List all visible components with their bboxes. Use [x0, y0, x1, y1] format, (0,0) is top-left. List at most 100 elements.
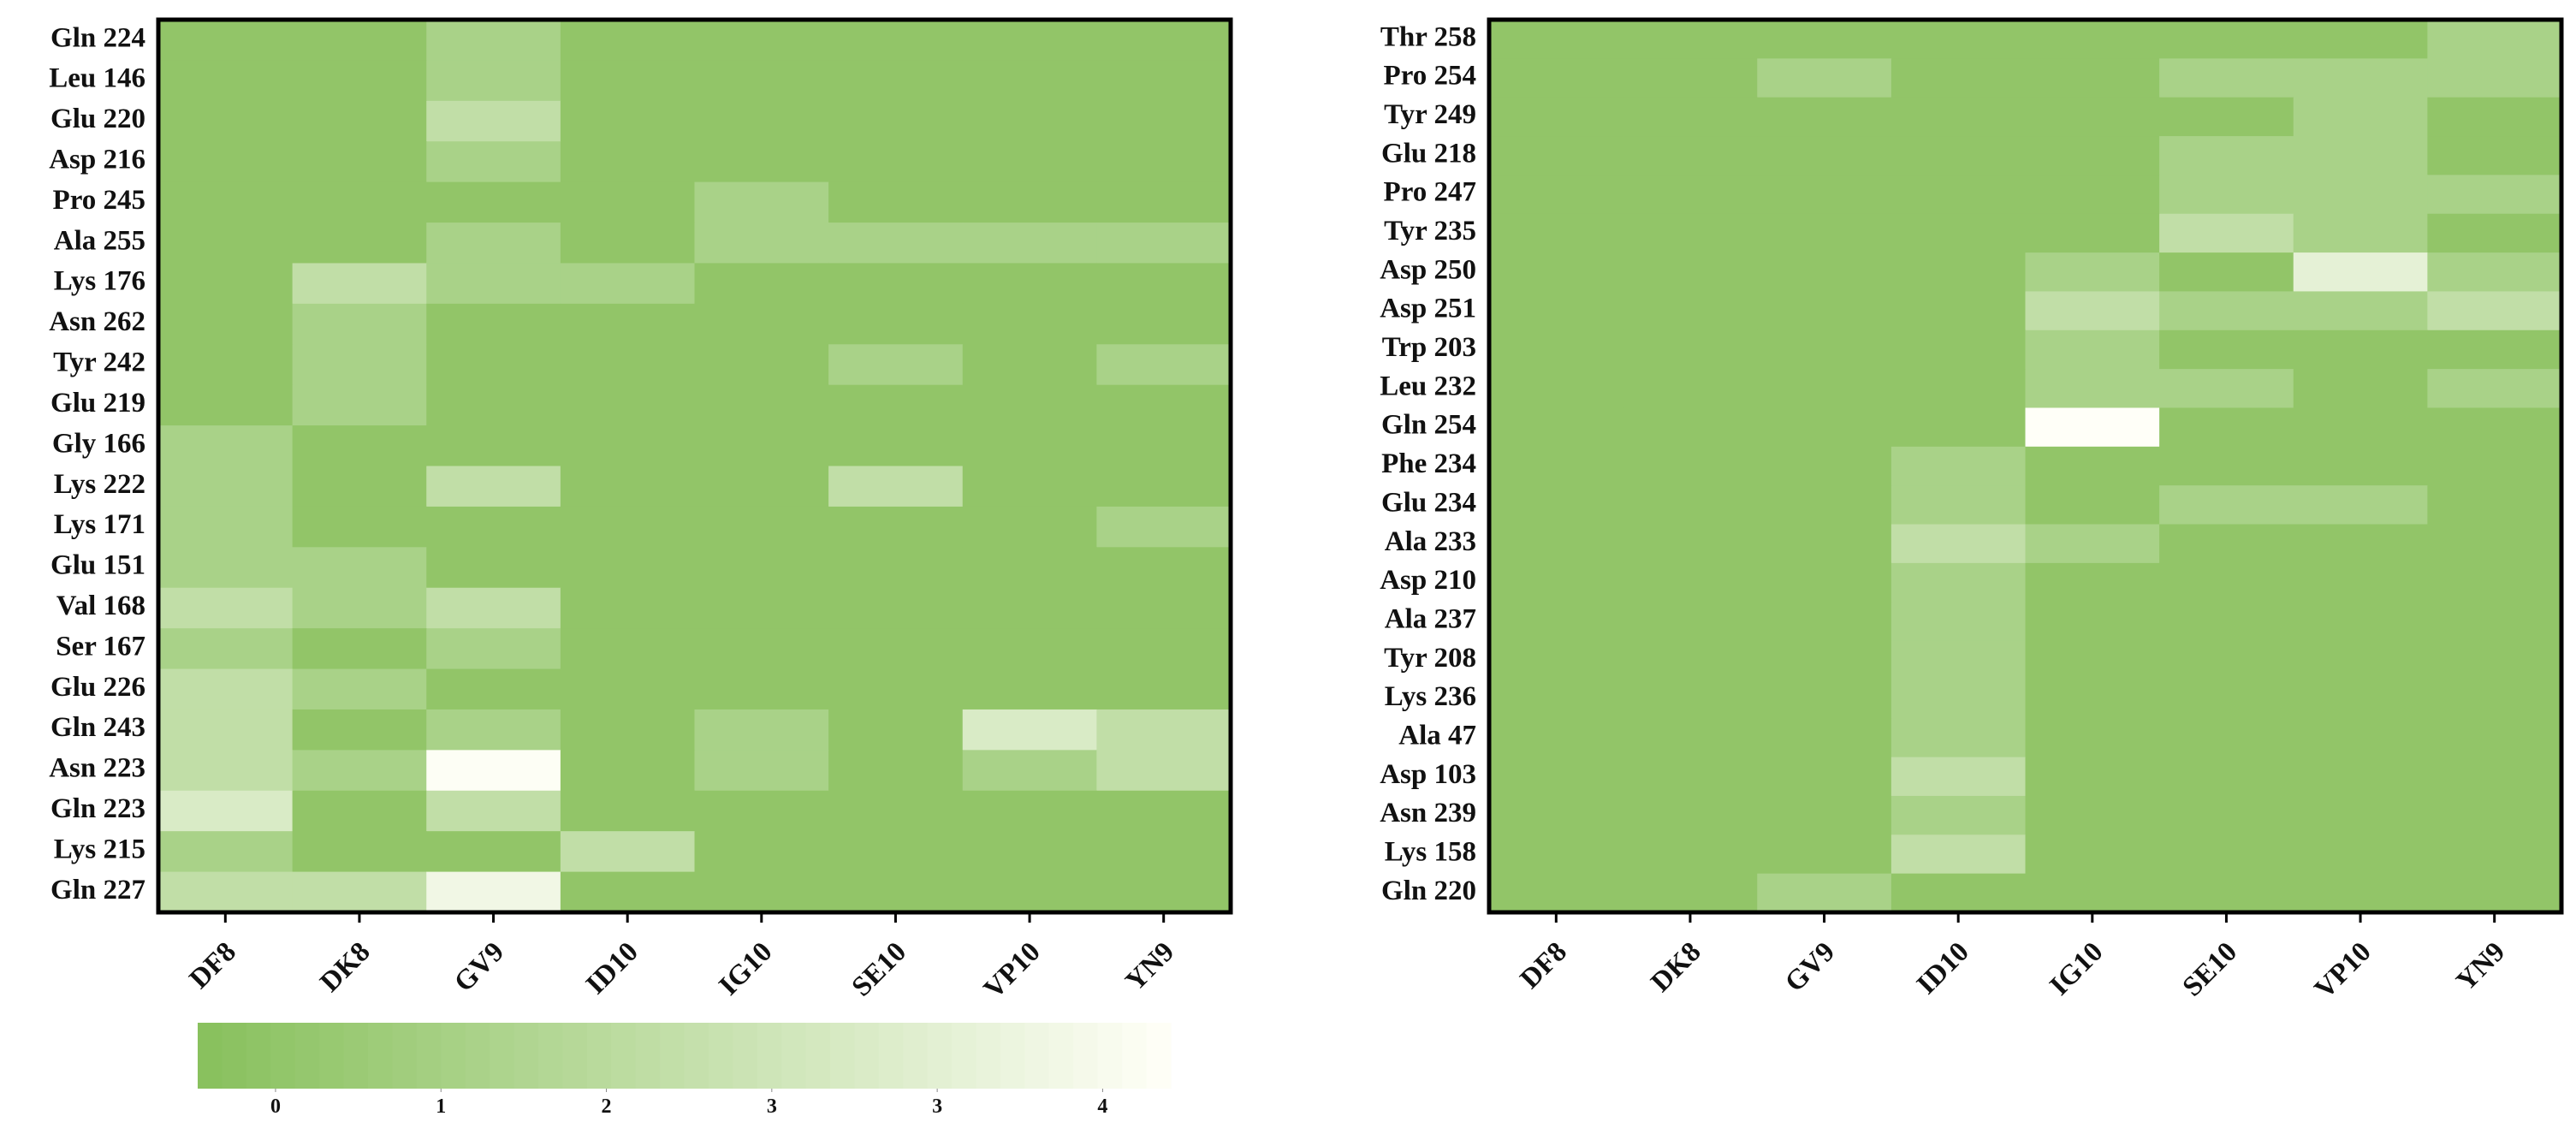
heat-cell	[828, 100, 964, 142]
heat-cell	[694, 263, 829, 305]
heat-cell	[1489, 524, 1624, 564]
heat-cell	[828, 466, 964, 508]
heat-cell	[1757, 602, 1892, 642]
heat-cell	[1623, 562, 1758, 603]
heat-cell	[1096, 790, 1232, 832]
heat-cell	[694, 425, 829, 467]
heat-cell	[292, 20, 427, 62]
row-label: Tyr 208	[1384, 643, 1476, 674]
heat-cell	[2159, 175, 2294, 215]
heat-cell	[1890, 252, 2027, 293]
heat-cell	[158, 263, 294, 305]
colorbar-segment	[294, 1023, 320, 1089]
heat-cell	[426, 831, 561, 873]
heat-cell	[828, 303, 964, 345]
colorbar-segment	[343, 1023, 369, 1089]
heat-cell	[1096, 20, 1232, 62]
colorbar-segment	[1073, 1023, 1099, 1089]
heat-cell	[828, 587, 964, 629]
heat-cell	[2427, 213, 2562, 253]
heat-cell	[2293, 562, 2428, 603]
heat-cell	[962, 871, 1097, 913]
heat-cell	[2025, 485, 2160, 525]
heat-cell	[1623, 213, 1758, 253]
heat-cell	[2025, 407, 2160, 448]
row-label: Glu 234	[1381, 487, 1476, 518]
heat-cell	[1489, 562, 1624, 603]
row-label: Ala 47	[1398, 721, 1476, 751]
heat-cell	[426, 425, 561, 467]
heat-cell	[292, 384, 427, 426]
heat-cell	[2159, 213, 2294, 253]
heat-cell	[1096, 263, 1232, 305]
heat-cell	[2427, 873, 2562, 913]
heat-cell	[1757, 679, 1892, 719]
row-label: Lys 171	[54, 509, 145, 540]
heat-cell	[1489, 446, 1624, 486]
row-label: Gln 227	[50, 875, 145, 905]
heat-cell	[2293, 252, 2428, 293]
heat-cell	[2293, 330, 2428, 370]
heat-cell	[1890, 602, 2027, 642]
heat-cell	[1757, 485, 1892, 525]
colorbar-segment	[562, 1023, 588, 1089]
heat-cell	[1623, 718, 1758, 758]
heat-cell	[2427, 795, 2562, 835]
row-label: Asn 239	[1380, 798, 1476, 828]
heat-cell	[426, 303, 561, 345]
heat-cell	[292, 547, 427, 589]
heat-cell	[1890, 175, 2027, 215]
heat-cell	[1489, 834, 1624, 875]
heat-cell	[560, 344, 696, 386]
heat-cell	[694, 141, 829, 183]
heat-cell	[962, 20, 1097, 62]
heat-cell	[1757, 369, 1892, 409]
heat-cell	[158, 344, 294, 386]
heat-cell	[962, 263, 1097, 305]
heat-cell	[2293, 97, 2428, 137]
heat-cell	[2427, 175, 2562, 215]
column-label: VP10	[978, 936, 1047, 1005]
heat-cell	[1623, 58, 1758, 98]
heat-cell	[2427, 252, 2562, 293]
heat-cell	[2293, 369, 2428, 409]
heat-cell	[962, 223, 1097, 264]
heat-cell	[694, 60, 829, 102]
heat-cell	[1890, 640, 2027, 680]
heat-cell	[1757, 718, 1892, 758]
heat-cell	[828, 60, 964, 102]
heat-cell	[2025, 718, 2160, 758]
colorbar-tick-label: 4	[1097, 1095, 1107, 1118]
heat-cell	[1623, 20, 1758, 59]
heat-cell	[2025, 97, 2160, 137]
heat-cell	[1757, 407, 1892, 448]
heat-cell	[1757, 757, 1892, 797]
column-label: DF8	[184, 936, 242, 994]
heat-cell	[2159, 446, 2294, 486]
heat-cell	[1757, 524, 1892, 564]
heat-cell	[1489, 369, 1624, 409]
heat-cell	[1757, 175, 1892, 215]
row-label: Pro 247	[1384, 177, 1476, 208]
heat-cell	[426, 344, 561, 386]
heat-cell	[1489, 20, 1624, 59]
colorbar-segment	[952, 1023, 977, 1089]
heat-cell	[2293, 136, 2428, 175]
heat-cell	[2025, 58, 2160, 98]
colorbar-segment	[927, 1023, 953, 1089]
heat-cell	[2025, 602, 2160, 642]
colorbar-segment	[854, 1023, 880, 1089]
colorbar-segment	[1097, 1023, 1123, 1089]
heat-cell	[426, 871, 561, 913]
row-label: Pro 245	[53, 185, 145, 216]
heat-cell	[2427, 407, 2562, 448]
heat-cell	[1096, 871, 1232, 913]
colorbar-segment	[490, 1023, 515, 1089]
heat-cell	[694, 181, 829, 223]
heat-cell	[828, 181, 964, 223]
column-label: ID10	[1911, 936, 1975, 1000]
heat-cell	[694, 223, 829, 264]
heat-cell	[962, 668, 1097, 710]
heat-cell	[962, 60, 1097, 102]
heat-cell	[694, 100, 829, 142]
